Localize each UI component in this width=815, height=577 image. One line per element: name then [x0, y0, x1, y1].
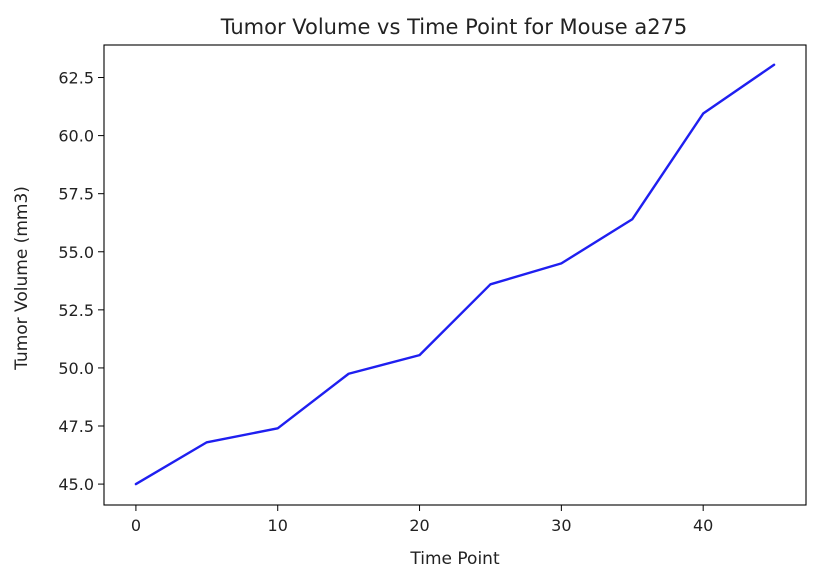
y-tick-label: 47.5: [58, 417, 94, 436]
y-tick-label: 50.0: [58, 359, 94, 378]
y-tick-label: 57.5: [58, 185, 94, 204]
y-tick-label: 60.0: [58, 127, 94, 146]
plot-frame: [103, 44, 807, 506]
x-tick-label: 20: [409, 516, 429, 535]
x-tick-label: 40: [693, 516, 713, 535]
plot-axes: 0 10 20 30 40 45.0 47.5 50.0 52.5 55.0 57.5 60.0 62.…: [58, 44, 807, 535]
y-tick-label: 52.5: [58, 301, 94, 320]
x-axis-label: Time Point: [409, 549, 500, 569]
series-line: [134, 63, 776, 486]
y-tick-label: 55.0: [58, 243, 94, 262]
x-tick-label: 10: [268, 516, 288, 535]
y-axis-label: Tumor Volume (mm3): [12, 186, 32, 371]
y-tick-label: 62.5: [58, 69, 94, 88]
chart-title: Tumor Volume vs Time Point for Mouse a27…: [220, 15, 688, 39]
x-tick-label: 30: [551, 516, 571, 535]
x-tick-label: 0: [131, 516, 141, 535]
y-tick-label: 45.0: [58, 475, 94, 494]
